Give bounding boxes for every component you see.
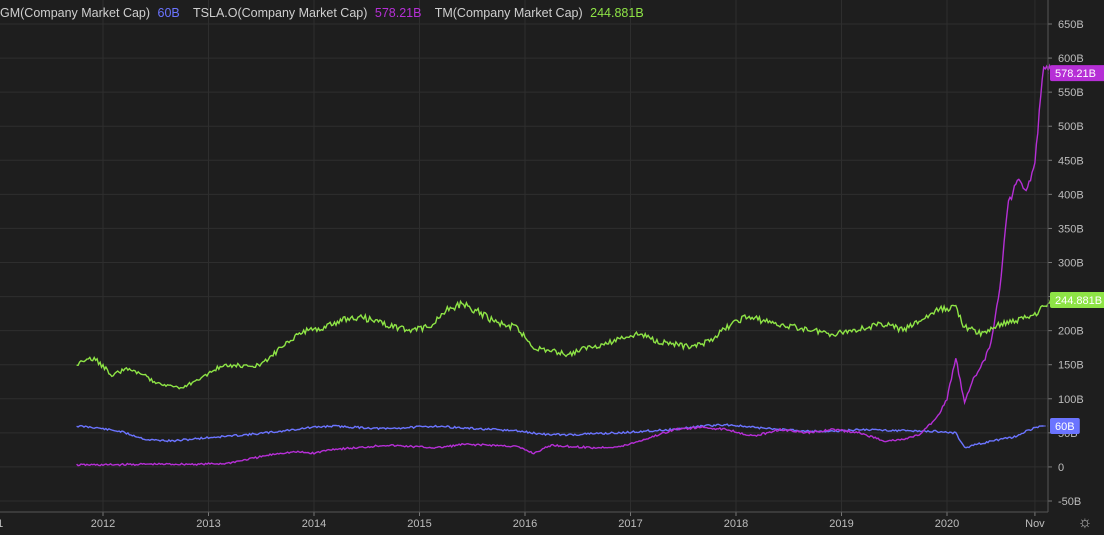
y-tick-label: 450B	[1058, 155, 1084, 167]
gear-icon[interactable]: ☼	[1077, 514, 1093, 531]
x-tick-label: Nov	[1025, 518, 1045, 530]
y-tick-label: 300B	[1058, 258, 1084, 270]
x-tick-label: 2012	[91, 518, 115, 530]
x-axis: 11 2012 2013 2014 2015 2016 2017 2018 2019 2020 No…	[0, 511, 1048, 530]
y-tick-label: 550B	[1058, 87, 1084, 99]
y-tick-label: 150B	[1058, 360, 1084, 372]
x-tick-label: 2014	[302, 518, 326, 530]
y-tick-label: -50B	[1058, 496, 1081, 508]
grid-lines	[0, 0, 1048, 512]
y-tick-label: 100B	[1058, 394, 1084, 406]
x-tick-label: 2018	[724, 518, 748, 530]
y-tick-label: 350B	[1058, 223, 1084, 235]
y-tick-label: 650B	[1058, 19, 1084, 31]
x-tick-label: 2013	[196, 518, 220, 530]
y-tick-label: 600B	[1058, 53, 1084, 65]
legend-gm-label: GM(Company Market Cap)	[0, 6, 151, 20]
last-value-label: 60B	[1055, 421, 1075, 433]
x-tick-label: 2020	[935, 518, 959, 530]
last-value-label: 578.21B	[1055, 68, 1096, 80]
y-tick-label: 500B	[1058, 121, 1084, 133]
last-value-label: 244.881B	[1055, 295, 1102, 307]
legend-tm-value: 244.881B	[590, 6, 644, 20]
legend-tsla-value: 578.21B	[374, 6, 422, 20]
legend-gm-value: 60B	[157, 6, 180, 20]
y-tick-label: 400B	[1058, 189, 1084, 201]
series-lines	[76, 63, 1054, 467]
legend-tm-label: TM(Company Market Cap)	[434, 6, 583, 20]
last-value-labels: 60B 578.21B 244.881B	[1043, 65, 1104, 435]
last-value-flag	[1050, 65, 1104, 82]
legend-tsla-label: TSLA.O(Company Market Cap)	[193, 6, 368, 20]
x-tick-label: 2017	[618, 518, 642, 530]
legend: GM(Company Market Cap) 60B TSLA.O(Compan…	[0, 4, 648, 22]
x-tick-label: 2015	[407, 518, 431, 530]
x-tick-label: 11	[0, 518, 3, 530]
x-tick-label: 2019	[829, 518, 853, 530]
last-value-flag	[1050, 291, 1104, 308]
last-value-flag	[1050, 418, 1080, 435]
series-line-0	[76, 423, 1044, 449]
x-tick-label: 2016	[513, 518, 537, 530]
y-tick-label: 200B	[1058, 326, 1084, 338]
y-tick-label: 0	[1058, 462, 1064, 474]
series-line-1	[76, 63, 1054, 467]
series-line-2	[76, 297, 1053, 390]
